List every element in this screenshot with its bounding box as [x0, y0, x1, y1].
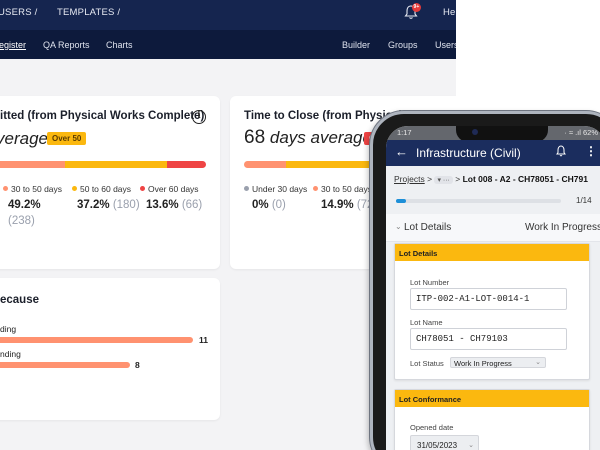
- bar-value: 11: [199, 335, 208, 345]
- bar-2: [0, 362, 130, 368]
- sub-navigation-bar: egister QA Reports Charts Builder Groups…: [0, 30, 456, 59]
- info-icon[interactable]: i: [192, 110, 206, 124]
- nav-users[interactable]: USERS /: [0, 7, 38, 18]
- card-title: itted (from Physical Works Complete): [0, 110, 205, 122]
- breadcrumb-current: Lot 008 - A2 - CH78051 - CH791: [462, 174, 588, 184]
- card-title: Time to Close (from Physical W: [244, 110, 416, 122]
- tab-builder[interactable]: Builder: [342, 40, 371, 50]
- distribution-bar: [244, 161, 384, 168]
- chevron-down-icon: ⌄: [395, 222, 402, 231]
- legend-dot-icon: [140, 186, 145, 191]
- progress-bar: [396, 199, 561, 203]
- legend-30-50: 30 to 50 days: [313, 184, 372, 194]
- phone-mockup: 1:17 · ≈ .ıl 62% ← Infrastructure (Civil…: [370, 111, 600, 450]
- notification-badge: 9+: [412, 3, 421, 12]
- camera-notch: [456, 126, 548, 142]
- bar-label: nding: [0, 349, 21, 359]
- card-title: ecause: [0, 294, 40, 306]
- time-to-submit-card: itted (from Physical Works Complete) i v…: [0, 96, 220, 269]
- panel-header: Lot Conformance: [395, 390, 589, 407]
- panel-header: Lot Details: [395, 244, 589, 261]
- camera-icon: [472, 129, 478, 135]
- lot-status-label: Lot Status: [410, 359, 444, 368]
- pct-over-60: 13.6% (66): [146, 199, 203, 211]
- average-text: 68 days average: [244, 127, 372, 148]
- lot-name-label: Lot Name: [410, 318, 443, 327]
- bar-label: ding: [0, 324, 17, 334]
- status-time: 1:17: [397, 128, 412, 137]
- dashboard: USERS / TEMPLATES / 9+ Hel egister QA Re…: [0, 0, 456, 450]
- opened-date-label: Opened date: [410, 423, 454, 432]
- legend-dot-icon: [72, 186, 77, 191]
- average-text: verage: [0, 129, 48, 148]
- tab-users[interactable]: Users: [435, 40, 456, 50]
- chevron-down-icon: ⌄: [535, 359, 541, 366]
- legend-dot-icon: [3, 186, 8, 191]
- pct-30-50: 14.9% (72: [321, 199, 374, 211]
- legend-dot-icon: [244, 186, 249, 191]
- section-toggle-lot-details[interactable]: ⌄ Lot Details Work In Progress: [386, 214, 600, 242]
- back-arrow-icon[interactable]: ←: [395, 144, 408, 159]
- app-title: Infrastructure (Civil): [416, 146, 521, 160]
- tab-qa-reports[interactable]: QA Reports: [43, 40, 90, 50]
- legend-dot-icon: [313, 186, 318, 191]
- tab-charts[interactable]: Charts: [106, 40, 133, 50]
- opened-date-select[interactable]: 31/05/2023 ⌄: [410, 435, 479, 450]
- bar-value: 8: [135, 360, 140, 370]
- legend-over-60: Over 60 days: [140, 184, 199, 194]
- lot-details-panel: Lot Details Lot Number ITP-002-A1-LOT-00…: [394, 243, 590, 380]
- progress-label: 1/14: [576, 196, 592, 205]
- status-icons: · ≈ .ıl 62%: [564, 128, 598, 137]
- nav-templates[interactable]: TEMPLATES /: [57, 7, 121, 18]
- chevron-down-icon: ⌄: [468, 442, 474, 449]
- more-options-icon[interactable]: ⋮: [585, 144, 597, 158]
- breadcrumb-projects[interactable]: Projects: [394, 174, 425, 184]
- lot-conformance-panel: Lot Conformance Opened date 31/05/2023 ⌄: [394, 389, 590, 450]
- app-bar: ← Infrastructure (Civil) ⋮: [386, 140, 600, 166]
- notification-bell-icon[interactable]: [556, 145, 566, 157]
- because-card: ecause ding 11 nding 8: [0, 278, 220, 420]
- user-greeting[interactable]: Hel: [443, 7, 456, 18]
- pct-under-30: 0% (0): [252, 199, 286, 211]
- lot-name-input[interactable]: CH78051 - CH79103: [410, 328, 567, 350]
- legend-50-60: 50 to 60 days: [72, 184, 131, 194]
- section-status: Work In Progress: [524, 222, 600, 233]
- breadcrumb-collapsed-chip[interactable]: ▾ ···: [434, 176, 453, 184]
- bar-1: [0, 337, 193, 343]
- legend-30-50: 30 to 50 days: [3, 184, 62, 194]
- count-30-50: (238): [8, 215, 35, 227]
- tab-groups[interactable]: Groups: [388, 40, 418, 50]
- breadcrumb: Projects > ▾ ··· > Lot 008 - A2 - CH7805…: [394, 174, 588, 184]
- phone-screen: 1:17 · ≈ .ıl 62% ← Infrastructure (Civil…: [386, 126, 600, 450]
- pct-30-50: 49.2%: [8, 199, 41, 211]
- lot-number-input[interactable]: ITP-002-A1-LOT-0014-1: [410, 288, 567, 310]
- pct-50-60: 37.2% (180): [77, 199, 140, 211]
- threshold-badge: Over 50: [47, 132, 87, 145]
- lot-status-select[interactable]: Work In Progress ⌄: [450, 357, 546, 368]
- top-navigation-bar: USERS / TEMPLATES / 9+ Hel: [0, 0, 456, 30]
- tab-register[interactable]: egister: [0, 40, 27, 50]
- distribution-bar: [0, 161, 206, 168]
- legend-under-30: Under 30 days: [244, 184, 307, 194]
- lot-number-label: Lot Number: [410, 278, 450, 287]
